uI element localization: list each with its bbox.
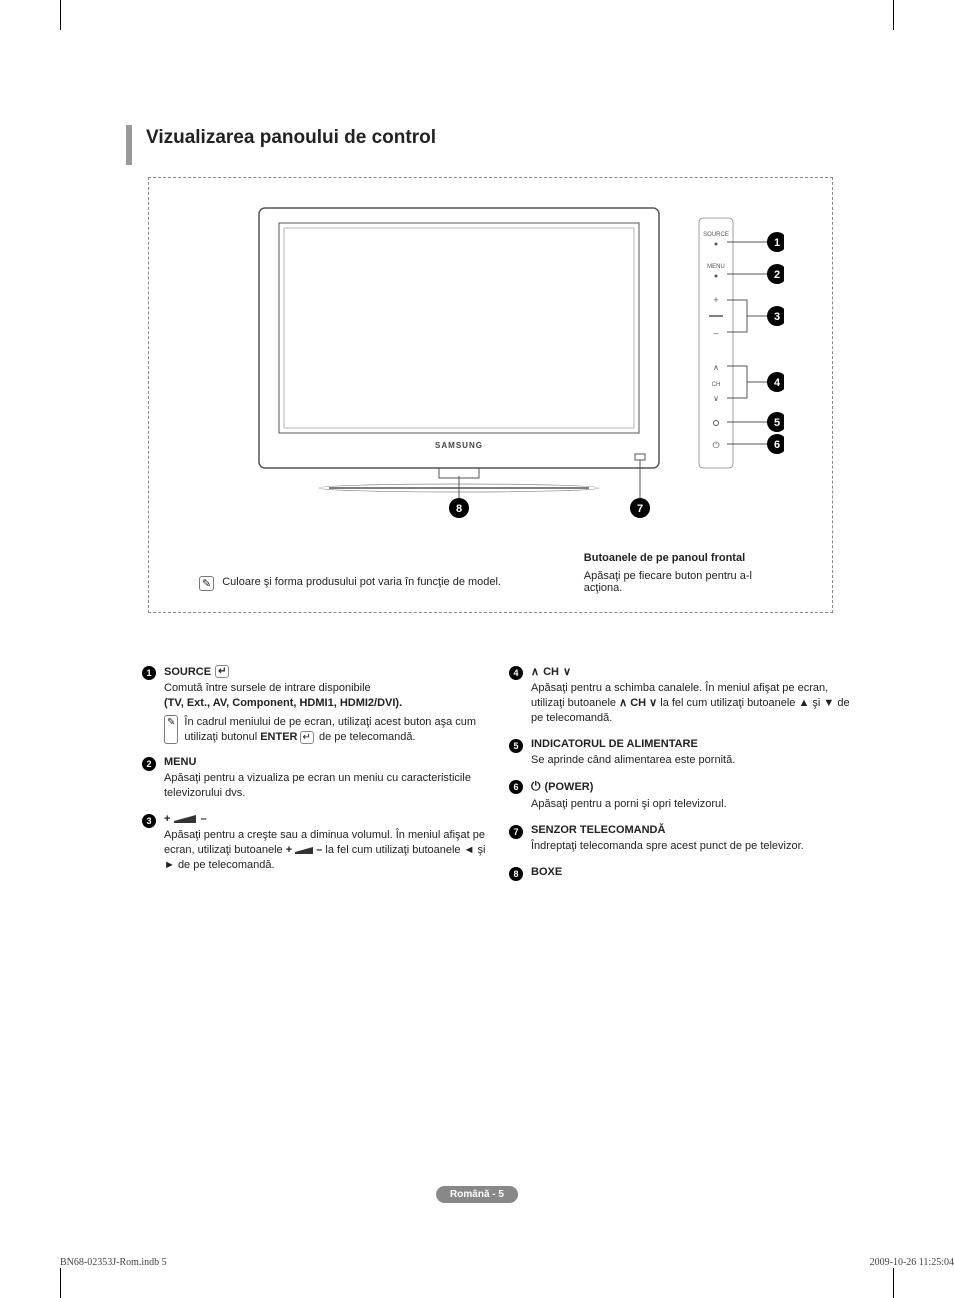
item-1-sub-suffix: de pe telecomandă. (316, 731, 416, 743)
ch-down-icon: ∨ (563, 665, 571, 678)
item-volume: 3 + – Apăsaţi pentru a creşte sau a dimi… (142, 813, 487, 873)
item-6-title: (POWER) (545, 781, 594, 793)
descriptions-columns: 1 SOURCE ↵ Comută între sursele de intra… (142, 665, 894, 893)
ch-up-icon: ∧ (619, 697, 627, 709)
svg-text:7: 7 (637, 503, 643, 515)
item-5-text: Se aprinde când alimentarea este pornită… (531, 753, 854, 768)
bullet-7: 7 (509, 825, 523, 839)
item-1-bold: (TV, Ext., AV, Component, HDMI1, HDMI2/D… (164, 697, 402, 709)
item-3-b1: + (286, 844, 295, 856)
frontal-heading: Butoanele de pe panoul frontal (584, 552, 782, 564)
svg-text:4: 4 (774, 377, 781, 389)
item-remote-sensor: 7 SENZOR TELECOMANDĂ Îndreptaţi telecoma… (509, 824, 854, 854)
bullet-6: 6 (509, 780, 523, 794)
svg-text:+: + (713, 295, 718, 305)
heading-accent-bar (126, 125, 132, 165)
svg-text:5: 5 (774, 417, 780, 429)
crop-mark (893, 1268, 894, 1298)
item-1-sub-bold: ENTER (260, 731, 297, 743)
page-content: Vizualizarea panoului de control SAMSUNG (60, 30, 894, 893)
svg-text:6: 6 (774, 439, 780, 451)
item-1-title: SOURCE (164, 666, 211, 678)
tv-brand-label: SAMSUNG (435, 441, 483, 450)
svg-text:MENU: MENU (707, 264, 725, 270)
svg-text:⏻: ⏻ (712, 440, 719, 450)
diagram-note: ✎ Culoare şi forma produsului pot varia … (199, 576, 560, 591)
bullet-5: 5 (509, 739, 523, 753)
svg-text:–: – (713, 328, 718, 338)
bullet-2: 2 (142, 757, 156, 771)
item-7-text: Îndreptaţi telecomanda spre acest punct … (531, 839, 854, 854)
svg-text:CH: CH (712, 382, 721, 388)
power-icon: ⏻ (531, 779, 541, 794)
note-icon: ✎ (199, 576, 214, 591)
bullet-8: 8 (509, 867, 523, 881)
control-panel-diagram: SAMSUNG SOURCE MENU + – ∧ CH ∨ (148, 177, 833, 613)
svg-text:∨: ∨ (713, 394, 719, 403)
item-source: 1 SOURCE ↵ Comută între sursele de intra… (142, 665, 487, 744)
svg-text:∧: ∧ (713, 363, 719, 372)
item-5-title: INDICATORUL DE ALIMENTARE (531, 738, 698, 750)
page-title: Vizualizarea panoului de control (146, 125, 436, 149)
svg-text:SOURCE: SOURCE (703, 232, 729, 238)
ch-up-icon: ∧ (531, 665, 539, 678)
left-column: 1 SOURCE ↵ Comută între sursele de intra… (142, 665, 487, 893)
right-column: 4 ∧ CH ∨ Apăsaţi pentru a schimba canale… (509, 665, 854, 893)
item-2-title: MENU (164, 756, 196, 768)
crop-mark (60, 1268, 61, 1298)
crop-mark (60, 0, 61, 30)
svg-text:1: 1 (774, 237, 780, 249)
tv-illustration: SAMSUNG SOURCE MENU + – ∧ CH ∨ (199, 198, 782, 518)
item-channel: 4 ∧ CH ∨ Apăsaţi pentru a schimba canale… (509, 665, 854, 726)
footer-timestamp: 2009-10-26 11:25:04 (870, 1257, 954, 1268)
item-2-text: Apăsaţi pentru a vizualiza pe ecran un m… (164, 771, 487, 801)
bullet-3: 3 (142, 814, 156, 828)
item-3-b2: – (313, 844, 322, 856)
crop-mark (893, 0, 894, 30)
volume-bar-icon (174, 815, 196, 823)
item-4-ch-label: CH (543, 666, 559, 678)
diagram-footer: ✎ Culoare şi forma produsului pot varia … (199, 552, 782, 594)
page-number-pill: Română - 5 (436, 1186, 518, 1203)
frontal-buttons-block: Butoanele de pe panoul frontal Apăsaţi p… (584, 552, 782, 594)
bullet-4: 4 (509, 666, 523, 680)
diagram-note-text: Culoare şi forma produsului pot varia în… (222, 576, 501, 588)
item-menu: 2 MENU Apăsaţi pentru a vizualiza pe ecr… (142, 756, 487, 801)
tv-svg: SAMSUNG SOURCE MENU + – ∧ CH ∨ (199, 198, 784, 518)
volume-bar-icon (295, 847, 313, 854)
ch-inline-label: CH (630, 697, 646, 709)
enter-icon: ↵ (300, 731, 314, 744)
bullet-1: 1 (142, 666, 156, 680)
item-1-subnote: ✎ În cadrul meniului de pe ecran, utiliz… (164, 715, 487, 745)
item-6-text: Apăsaţi pentru a porni şi opri televizor… (531, 797, 854, 812)
note-icon: ✎ (164, 715, 178, 745)
item-1-text: Comută între sursele de intrare disponib… (164, 682, 371, 694)
item-speakers: 8 BOXE (509, 866, 854, 881)
svg-text:8: 8 (456, 503, 462, 515)
item-power: 6 ⏻ (POWER) Apăsaţi pentru a porni şi op… (509, 779, 854, 812)
frontal-text: Apăsaţi pe fiecare buton pentru a-l acţi… (584, 570, 782, 594)
enter-icon: ↵ (215, 665, 229, 678)
section-heading: Vizualizarea panoului de control (126, 125, 894, 165)
item-8-title: BOXE (531, 866, 562, 878)
ch-down-icon: ∨ (649, 697, 657, 709)
svg-text:3: 3 (774, 311, 780, 323)
item-power-indicator: 5 INDICATORUL DE ALIMENTARE Se aprinde c… (509, 738, 854, 768)
item-3-minus: – (200, 813, 206, 825)
item-7-title: SENZOR TELECOMANDĂ (531, 824, 665, 836)
item-3-plus: + (164, 813, 170, 825)
svg-text:2: 2 (774, 269, 780, 281)
footer-filename: BN68-02353J-Rom.indb 5 (60, 1257, 167, 1268)
